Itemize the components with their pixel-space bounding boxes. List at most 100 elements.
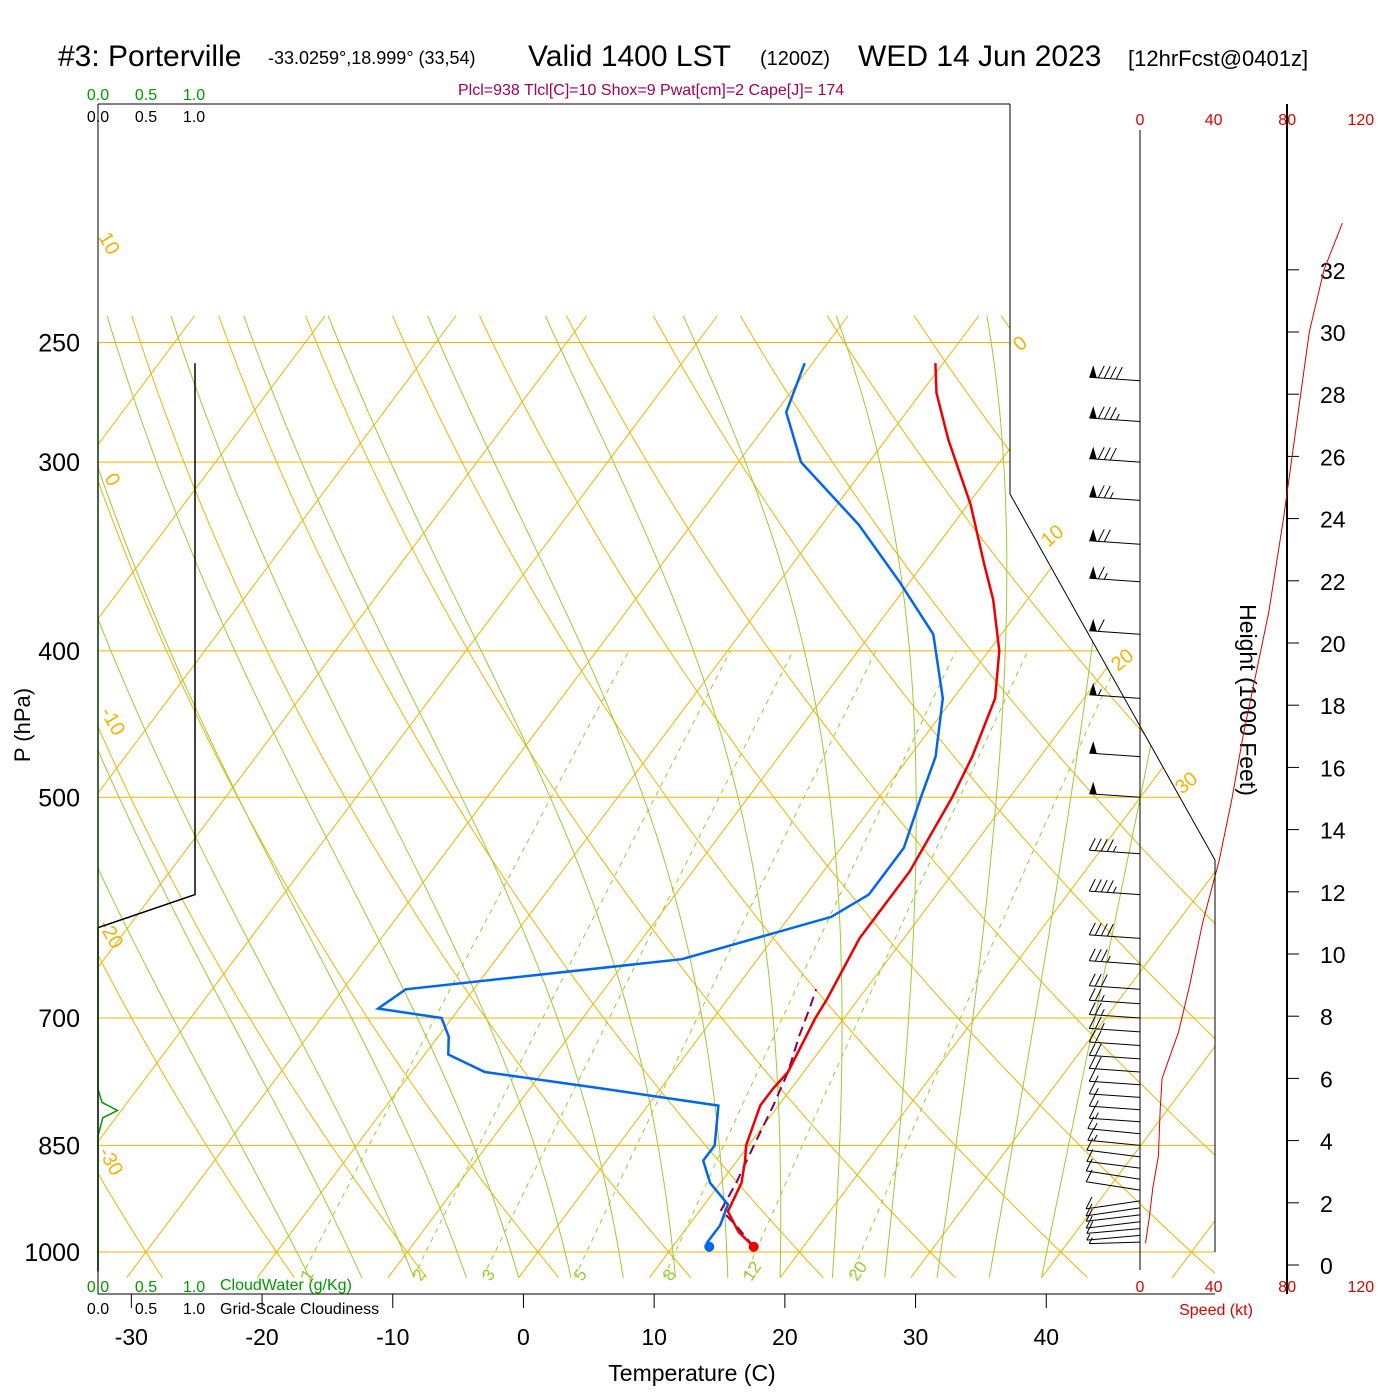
wind-barb [1085, 1169, 1141, 1191]
wind-barb-staff [1089, 540, 1141, 545]
moist-adiabat-line [936, 315, 1008, 1278]
cloudwater-scale-label: 0.5 [135, 1279, 157, 1296]
cloudwater-scale-label: 1.0 [183, 87, 205, 104]
cloudiness-scale-label: 0.5 [135, 1301, 157, 1318]
wind-barb-feather [1097, 447, 1105, 460]
wind-barb-pennant [1089, 406, 1097, 419]
wind-barb-feather [1100, 949, 1108, 962]
moist-adiabat-line [98, 466, 467, 1278]
wind-barb [1089, 781, 1141, 798]
wind-barb-staff [1089, 577, 1141, 583]
wind-barb-pennant [1089, 566, 1097, 579]
wind-barb-pennant [1089, 528, 1097, 542]
moist-adiabat-line [243, 315, 624, 1278]
surface-dewpoint-dot [704, 1241, 715, 1252]
wind-barb-feather [1103, 485, 1111, 499]
wind-barb-half-feather [1094, 1075, 1099, 1082]
wind-barb-feather [1097, 485, 1105, 498]
wind-barb [1089, 566, 1141, 583]
wind-barb-staff [1089, 417, 1141, 423]
wind-barb-half-feather [1086, 1233, 1091, 1241]
speed-scale-top-label: 80 [1278, 112, 1296, 129]
wind-barb-staff [1089, 1093, 1141, 1098]
wind-barb-staff [1089, 1027, 1141, 1033]
wind-barb-feather [1088, 838, 1096, 851]
moist-adiabat-line [106, 315, 520, 1278]
wind-barb-feather [1088, 1069, 1096, 1082]
wind-barb [1089, 528, 1141, 545]
wind-barb-staff [1086, 1221, 1141, 1229]
wind-barb-staff [1089, 934, 1141, 939]
wind-barb-staff [1089, 1105, 1141, 1111]
speed-scale-top-label: 120 [1347, 112, 1374, 129]
mixing-ratio-line [412, 650, 731, 1278]
wind-barb-feather [1109, 447, 1117, 461]
wind-barb-staff [1089, 1241, 1141, 1245]
wind-barb-pennant [1089, 365, 1097, 378]
wind-barb-feather [1097, 406, 1105, 419]
wind-barb-feather [1109, 366, 1117, 379]
wind-barb-staff [1089, 1041, 1141, 1047]
wind-barb [1088, 1237, 1141, 1245]
wind-barb-feather [1094, 1056, 1102, 1070]
wind-barb-feather [1094, 948, 1102, 962]
wind-barb [1088, 1002, 1141, 1019]
wind-barb-staff [1089, 1013, 1141, 1019]
mixing-ratio-line [743, 650, 1029, 1278]
pressure-tick-label: 700 [38, 1005, 80, 1033]
dewpoint-trace [374, 362, 945, 1248]
wind-barb-staff [1086, 1214, 1141, 1222]
height-tick-label: 28 [1320, 382, 1346, 408]
y-axis-label: P (hPa) [10, 688, 35, 762]
wind-barb-feather [1088, 988, 1096, 1001]
wind-barb [1088, 1081, 1141, 1098]
wind-barb-staff [1089, 1054, 1141, 1060]
wind-barb [1089, 741, 1141, 758]
wind-barb-staff [1086, 1170, 1141, 1180]
wind-barb-staff [1086, 1160, 1141, 1169]
isotherm-line [649, 522, 1215, 1279]
wind-barb-feather [1088, 1002, 1096, 1015]
isotherm-line [98, 315, 457, 794]
wind-barb-staff [1089, 849, 1141, 855]
x-tick-label: 40 [1033, 1324, 1059, 1350]
utc-time: (1200Z) [760, 48, 831, 70]
wind-barb-half-feather [1106, 955, 1111, 963]
wind-barb-feather [1094, 1043, 1102, 1056]
mixing-ratio-label: 5 [570, 1266, 591, 1285]
cloudiness-title: Grid-Scale Cloudiness [220, 1301, 379, 1318]
wind-barb-feather [1088, 1016, 1096, 1029]
dry-adiabat-line [1349, 316, 1400, 1278]
cloudwater-title: CloudWater (g/Kg) [220, 1277, 352, 1294]
moist-adiabat-line [170, 315, 572, 1278]
wind-barb-feather [1094, 879, 1102, 892]
wind-barb-feather [1109, 407, 1117, 420]
wind-barb [1085, 1215, 1141, 1229]
speed-scale-bottom-label: 120 [1347, 1279, 1374, 1296]
wind-barb-half-feather [1109, 492, 1114, 499]
wind-barb [1089, 484, 1141, 501]
cloudiness-profile [97, 363, 196, 1272]
station-coords: -33.0259°,18.999° (33,54) [268, 48, 476, 68]
wind-barb [1088, 922, 1141, 939]
wind-barb-feather [1106, 923, 1114, 937]
wind-barb-pennant [1089, 741, 1097, 754]
wind-barb-feather [1106, 880, 1114, 893]
x-tick-label: -20 [245, 1324, 278, 1350]
cloudiness-scale-label: 0.0 [87, 109, 109, 126]
height-tick-label: 16 [1320, 755, 1346, 781]
wind-barb-half-feather [1112, 845, 1117, 853]
isotherm-line [387, 315, 1110, 1279]
x-axis-label: Temperature (C) [608, 1360, 775, 1386]
mixing-ratio-label: 8 [659, 1266, 680, 1285]
wind-barb-feather [1088, 1093, 1096, 1107]
height-tick-label: 20 [1320, 631, 1346, 657]
wind-barb [1089, 406, 1141, 423]
wind-barb-feather [1100, 974, 1108, 987]
wind-barb-feather [1094, 1016, 1102, 1030]
plot-boundary-mask [1010, 104, 1215, 1294]
wind-barb-feather [1088, 878, 1096, 892]
wind-barb-feather [1103, 529, 1111, 542]
wind-barb-staff [1086, 1181, 1141, 1191]
wind-barb-staff [1089, 694, 1141, 699]
